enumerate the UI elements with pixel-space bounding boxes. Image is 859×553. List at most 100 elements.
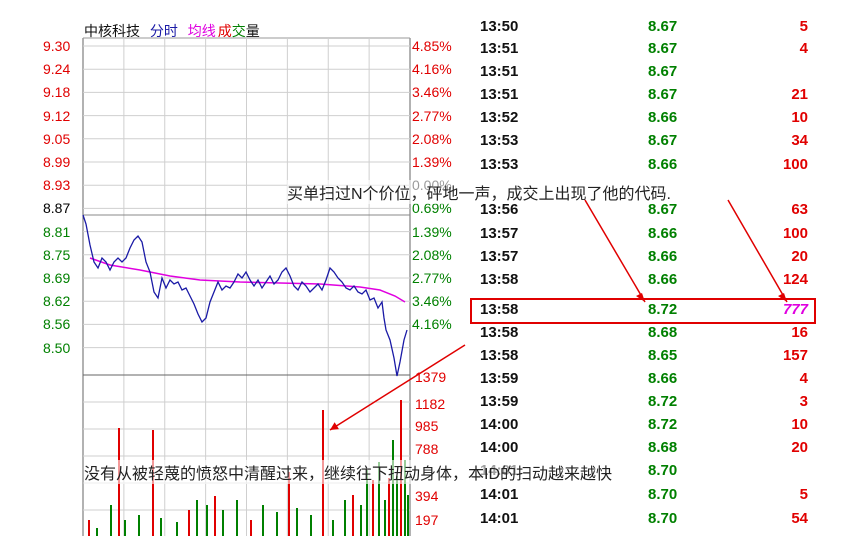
volume-bar xyxy=(262,505,264,536)
trade-time: 13:51 xyxy=(480,63,519,80)
trade-volume: 100 xyxy=(782,156,808,173)
trade-row: 14:01 8.70 54 xyxy=(470,508,816,530)
trade-row: 13:51 8.67 21 xyxy=(470,84,816,106)
trade-row: 13:58 8.72 777 xyxy=(470,299,816,321)
annotation-arrow xyxy=(329,344,466,431)
trade-time: 14:01 xyxy=(480,510,519,527)
volume-bar xyxy=(366,470,368,536)
trade-volume: 10 xyxy=(791,109,808,126)
trade-volume: 34 xyxy=(791,132,808,149)
annotation-arrowhead xyxy=(330,422,339,430)
percent-axis-label: 3.46% xyxy=(412,293,452,310)
price-axis-label: 8.99 xyxy=(43,154,71,170)
price-axis-label: 8.50 xyxy=(43,339,71,356)
trade-time: 13:58 xyxy=(480,271,519,288)
volume-bar xyxy=(344,500,346,536)
volume-bar xyxy=(360,505,362,536)
volume-bar xyxy=(206,505,208,536)
volume-bar xyxy=(372,480,374,536)
trade-price: 8.66 xyxy=(648,156,678,173)
trade-row: 13:50 8.67 5 xyxy=(470,16,816,38)
trade-time: 13:51 xyxy=(480,86,519,103)
trade-price: 8.67 xyxy=(648,18,678,35)
trade-price: 8.67 xyxy=(648,63,678,80)
trade-row: 13:57 8.66 100 xyxy=(470,223,816,245)
trade-volume: 20 xyxy=(791,439,808,456)
volume-axis-label: 788 xyxy=(415,441,439,457)
trade-row: 13:57 8.66 20 xyxy=(470,246,816,268)
volume-bar xyxy=(176,522,178,536)
trade-price: 8.67 xyxy=(648,86,678,103)
volume-axis-label: 394 xyxy=(415,488,439,504)
price-axis-label: 8.87 xyxy=(43,200,71,217)
volume-bar xyxy=(124,520,126,536)
vol-label-c: 量 xyxy=(245,23,260,39)
price-axis-label: 9.12 xyxy=(43,107,71,124)
trade-time: 13:51 xyxy=(480,40,519,57)
volume-bar xyxy=(392,440,394,536)
volume-axis-label: 197 xyxy=(415,512,439,528)
volume-bar xyxy=(404,460,406,536)
trade-time: 13:58 xyxy=(480,324,519,341)
trade-row: 13:58 8.66 124 xyxy=(470,269,816,291)
volume-bar xyxy=(407,495,409,536)
trade-row: 13:56 8.67 63 xyxy=(470,199,816,221)
trade-time: 14:00 xyxy=(480,416,519,433)
trade-price: 8.70 xyxy=(648,510,678,527)
trade-row: 14:01 8.70 5 xyxy=(470,484,816,506)
price-axis-label: 8.56 xyxy=(43,316,71,333)
volume-bar xyxy=(276,512,278,536)
trade-row: 13:51 8.67 4 xyxy=(470,38,816,60)
trade-volume: 20 xyxy=(791,248,808,265)
volume-bar xyxy=(88,520,90,536)
volume-bar xyxy=(110,505,112,536)
average-price-line xyxy=(89,257,406,303)
volume-bar xyxy=(214,496,216,536)
annotation-bottom: 没有从被轻蔑的愤怒中清醒过来，继续往下扭动身体，本ID的扫动越来越快 xyxy=(84,460,613,484)
percent-axis-label: 3.46% xyxy=(412,84,452,101)
volume-bar xyxy=(196,500,198,536)
trade-volume: 4 xyxy=(799,40,808,57)
trade-volume: 54 xyxy=(791,510,808,527)
trade-volume: 5 xyxy=(799,486,808,503)
trade-volume: 777 xyxy=(782,301,808,318)
annotation-top: 买单扫过N个价位，砰地一声，成交上出现了他的代码. xyxy=(287,180,672,204)
trade-time: 13:59 xyxy=(480,393,519,410)
volume-bar xyxy=(378,462,380,536)
trade-price: 8.68 xyxy=(648,439,678,456)
percent-axis-label: 0.69% xyxy=(412,200,452,217)
price-axis-label: 9.24 xyxy=(43,61,71,78)
percent-axis-label: 4.16% xyxy=(412,316,452,333)
volume-bar xyxy=(236,500,238,536)
price-axis-label: 8.69 xyxy=(43,270,71,286)
volume-bar xyxy=(96,528,98,536)
percent-axis-label: 2.08% xyxy=(412,130,452,147)
price-line xyxy=(82,214,408,377)
volume-bar xyxy=(160,518,162,536)
stock-name: 中核科技 xyxy=(84,23,140,39)
percent-axis-label: 1.39% xyxy=(412,223,452,240)
price-axis-label: 9.30 xyxy=(43,38,71,54)
price-axis-label: 8.93 xyxy=(43,177,71,194)
volume-bar xyxy=(352,495,354,536)
volume-bar xyxy=(332,520,334,536)
trade-time: 13:59 xyxy=(480,370,519,387)
price-axis-label: 9.05 xyxy=(43,130,71,147)
intraday-chart: 中核科技 分时 均线 成交量 9.30 9.24 9.18 9.12 9.05 8.99 8.… xyxy=(43,23,466,536)
trade-volume: 124 xyxy=(782,271,808,288)
volume-bar xyxy=(396,476,398,536)
trade-volume: 157 xyxy=(782,347,808,364)
trade-row: 13:58 8.68 16 xyxy=(470,322,816,344)
trade-volume: 21 xyxy=(791,86,808,103)
trade-time: 13:58 xyxy=(480,347,519,364)
trade-price: 8.66 xyxy=(648,370,678,387)
trade-price: 8.66 xyxy=(648,271,678,288)
volume-bar xyxy=(384,500,386,536)
percent-axis-label: 2.77% xyxy=(412,107,452,124)
trade-price: 8.66 xyxy=(648,248,678,265)
volume-bar xyxy=(222,510,224,536)
trade-price: 8.67 xyxy=(648,201,678,218)
trade-row: 13:59 8.72 3 xyxy=(470,391,816,413)
volume-bar xyxy=(188,510,190,536)
percent-axis-label: 4.85% xyxy=(412,38,452,54)
